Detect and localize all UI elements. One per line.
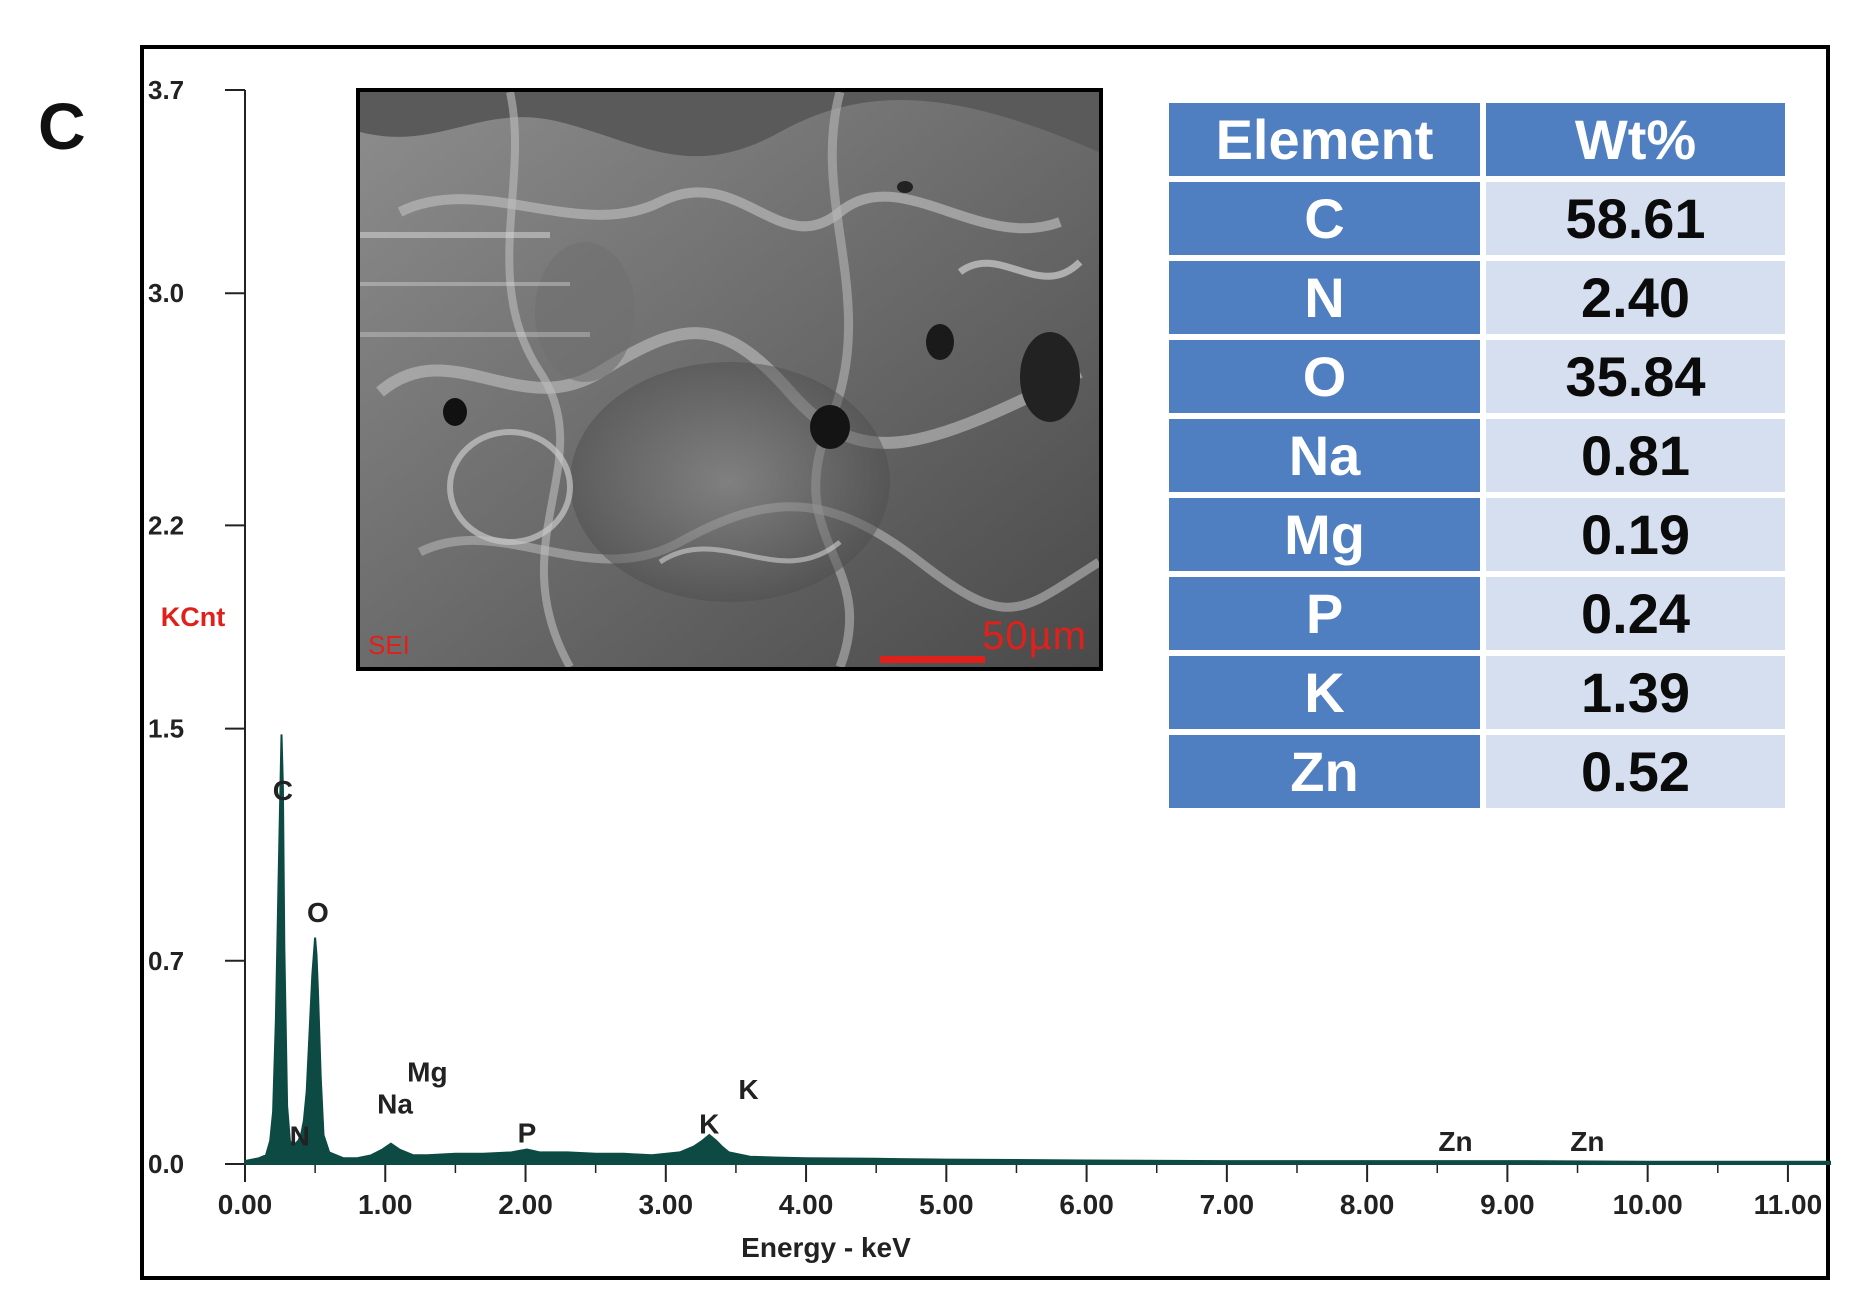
peak-label: Na — [377, 1088, 413, 1119]
x-tick-label: 3.00 — [639, 1189, 694, 1220]
sem-micrograph — [360, 92, 1099, 667]
x-tick-label: 2.00 — [498, 1189, 553, 1220]
wt-percent-cell: 0.81 — [1486, 419, 1785, 492]
header-element: Element — [1169, 103, 1480, 176]
element-cell: O — [1169, 340, 1480, 413]
table-header-row: Element Wt% — [1169, 103, 1785, 176]
x-axis-label: Energy - keV — [741, 1232, 911, 1263]
peak-label: K — [699, 1109, 719, 1140]
wt-percent-cell: 0.24 — [1486, 577, 1785, 650]
element-cell: Mg — [1169, 498, 1480, 571]
peak-label: O — [307, 897, 329, 928]
x-tick-label: 6.00 — [1059, 1189, 1114, 1220]
composition-table: Element Wt% C 58.61 N 2.40 O 35.84 Na 0.81 Mg 0.1… — [1163, 97, 1791, 814]
peak-label: N — [290, 1120, 310, 1151]
header-wt: Wt% — [1486, 103, 1785, 176]
element-cell: Zn — [1169, 735, 1480, 808]
table-row: Zn 0.52 — [1169, 735, 1785, 808]
peak-label: Zn — [1570, 1126, 1604, 1157]
scale-bar-label: 50µm — [982, 614, 1087, 658]
wt-percent-cell: 58.61 — [1486, 182, 1785, 255]
table-row: C 58.61 — [1169, 182, 1785, 255]
y-axis-label: KCnt — [161, 602, 225, 632]
peak-label: Zn — [1438, 1126, 1472, 1157]
element-cell: C — [1169, 182, 1480, 255]
element-cell: K — [1169, 656, 1480, 729]
x-tick-label: 4.00 — [779, 1189, 834, 1220]
spectrum-series — [244, 734, 1831, 1165]
x-tick-label: 11.00 — [1754, 1189, 1823, 1220]
y-tick-label: 2.2 — [148, 510, 184, 540]
chart-frame — [140, 45, 1830, 1280]
sem-detector-label: SEI — [368, 630, 410, 660]
panel-label: C — [38, 89, 86, 163]
peak-label: Mg — [407, 1056, 447, 1087]
table-row: P 0.24 — [1169, 577, 1785, 650]
table-row: N 2.40 — [1169, 261, 1785, 334]
x-tick-label: 10.00 — [1613, 1189, 1683, 1220]
wt-percent-cell: 1.39 — [1486, 656, 1785, 729]
peak-label: K — [738, 1074, 758, 1105]
x-tick-label: 1.00 — [358, 1189, 413, 1220]
wt-percent-cell: 2.40 — [1486, 261, 1785, 334]
table-row: K 1.39 — [1169, 656, 1785, 729]
x-tick-label: 7.00 — [1200, 1189, 1255, 1220]
table-row: O 35.84 — [1169, 340, 1785, 413]
table-row: Na 0.81 — [1169, 419, 1785, 492]
y-tick-label: 3.0 — [148, 278, 184, 308]
x-tick-label: 0.00 — [218, 1189, 273, 1220]
wt-percent-cell: 35.84 — [1486, 340, 1785, 413]
y-tick-label: 0.7 — [148, 946, 184, 976]
composition-table-body: Element Wt% C 58.61 N 2.40 O 35.84 Na 0.81 Mg 0.1… — [1169, 103, 1785, 808]
element-cell: N — [1169, 261, 1480, 334]
x-tick-label: 5.00 — [919, 1189, 974, 1220]
scale-bar — [880, 656, 985, 663]
spectrum-area-0 — [244, 734, 1831, 1165]
sem-image-inset: SEI 50µm — [356, 88, 1103, 671]
table-row: Mg 0.19 — [1169, 498, 1785, 571]
tick-labels: 0.0 0.7 1.5 2.2 3.0 3.7 0.00 1.00 2.00 3.00 4.00 5.… — [148, 75, 1822, 1220]
wt-percent-cell: 0.52 — [1486, 735, 1785, 808]
wt-percent-cell: 0.19 — [1486, 498, 1785, 571]
x-tick-label: 8.00 — [1340, 1189, 1395, 1220]
y-tick-label: 3.7 — [148, 75, 184, 105]
peak-label: C — [273, 775, 293, 806]
x-tick-label: 9.00 — [1480, 1189, 1535, 1220]
element-cell: Na — [1169, 419, 1480, 492]
y-tick-label: 0.0 — [148, 1149, 184, 1179]
element-cell: P — [1169, 577, 1480, 650]
y-tick-label: 1.5 — [148, 714, 184, 744]
peak-label: P — [518, 1117, 537, 1148]
